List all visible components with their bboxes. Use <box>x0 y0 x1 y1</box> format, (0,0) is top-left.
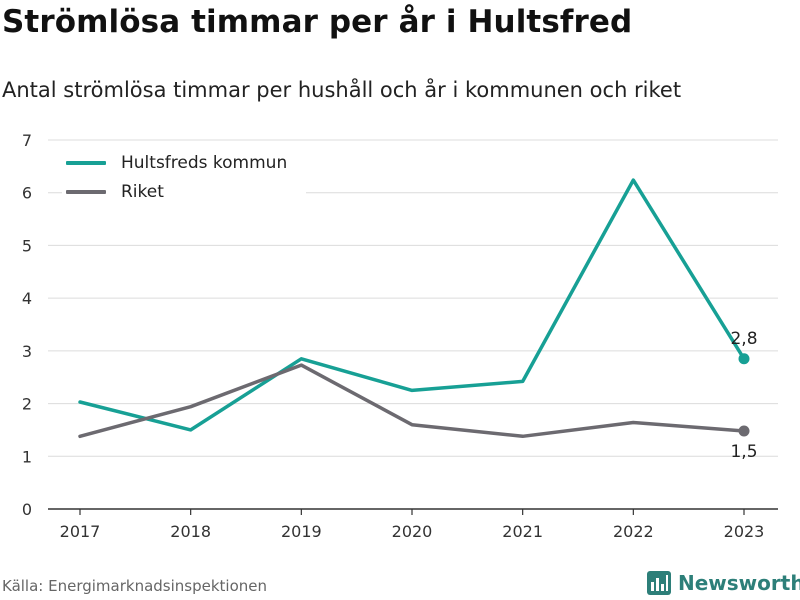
legend-swatch-hultsfred <box>66 160 106 165</box>
series-line-hultsfred <box>78 178 746 432</box>
y-tick-label-0: 0 <box>22 500 32 519</box>
end-marker-riket <box>738 425 750 437</box>
source-note: Källa: Energimarknadsinspektionen <box>2 577 268 595</box>
x-tick-label-2019: 2019 <box>281 522 322 541</box>
legend-item-riket: Riket <box>66 177 294 206</box>
x-tick-label-2023: 2023 <box>724 522 765 541</box>
legend-item-hultsfred: Hultsfreds kommun <box>66 148 294 177</box>
y-tick-label-2: 2 <box>22 395 32 414</box>
legend-swatch-riket <box>66 189 106 194</box>
y-tick-label-1: 1 <box>22 447 32 466</box>
end-marker-hultsfred <box>738 353 750 365</box>
legend-label-hultsfred: Hultsfreds kommun <box>121 152 288 173</box>
y-tick-label-3: 3 <box>22 342 32 361</box>
x-tick-label-2021: 2021 <box>502 522 543 541</box>
x-tick-label-2020: 2020 <box>392 522 433 541</box>
y-tick-label-7: 7 <box>22 131 32 150</box>
y-tick-label-6: 6 <box>22 184 32 203</box>
chart-title: Strömlösa timmar per år i Hultsfred <box>2 4 633 40</box>
end-label-riket: 1,5 <box>730 442 757 462</box>
end-label-hultsfred: 2,8 <box>730 329 757 349</box>
chart-subtitle: Antal strömlösa timmar per hushåll och å… <box>2 78 682 102</box>
x-tick-label-2017: 2017 <box>60 522 101 541</box>
x-tick-label-2018: 2018 <box>170 522 211 541</box>
legend: Hultsfreds kommun Riket <box>62 146 306 210</box>
brand-name: Newsworthy <box>678 571 800 595</box>
brand: Newsworthy <box>646 570 800 596</box>
legend-label-riket: Riket <box>121 181 164 202</box>
y-tick-label-5: 5 <box>22 236 32 255</box>
series-line-riket <box>78 363 746 439</box>
y-tick-label-4: 4 <box>22 289 32 308</box>
x-tick-label-2022: 2022 <box>613 522 654 541</box>
bar-chart-logo-icon <box>647 571 671 595</box>
